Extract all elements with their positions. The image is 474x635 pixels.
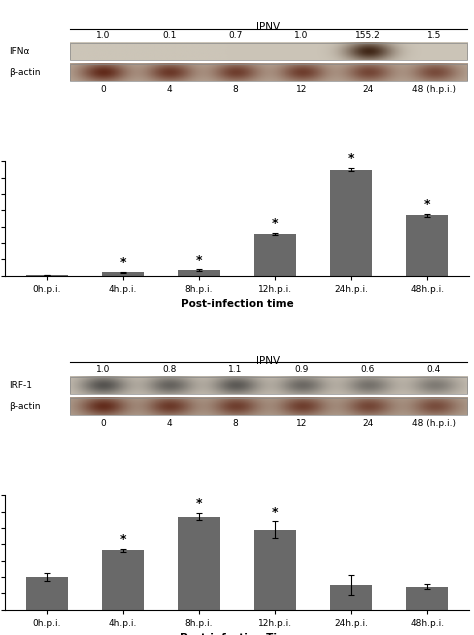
Text: 1.0: 1.0: [96, 365, 110, 374]
Text: IFNα: IFNα: [9, 47, 30, 56]
Bar: [178, 270, 220, 276]
X-axis label: Post-infection Time: Post-infection Time: [180, 633, 294, 635]
Text: 48 (h.p.i.): 48 (h.p.i.): [412, 418, 456, 427]
Text: *: *: [196, 253, 202, 267]
Text: 4: 4: [166, 418, 172, 427]
Text: 12: 12: [296, 418, 307, 427]
Bar: [70, 43, 467, 60]
Bar: [26, 577, 68, 610]
Text: 8: 8: [232, 85, 238, 94]
Text: 0.9: 0.9: [294, 365, 309, 374]
Text: 0.6: 0.6: [360, 365, 375, 374]
Bar: [406, 215, 448, 276]
Text: 12: 12: [296, 85, 307, 94]
Text: 0: 0: [100, 85, 106, 94]
Bar: [330, 170, 372, 276]
Text: 1.0: 1.0: [294, 32, 309, 41]
Text: 0.7: 0.7: [228, 32, 242, 41]
Text: 155.2: 155.2: [355, 32, 381, 41]
Text: *: *: [272, 505, 278, 519]
Text: IPNV: IPNV: [256, 356, 281, 366]
Text: 4: 4: [166, 85, 172, 94]
Bar: [254, 234, 296, 276]
Bar: [26, 275, 68, 276]
Bar: [70, 398, 467, 415]
Text: 24: 24: [362, 85, 373, 94]
Bar: [102, 272, 144, 276]
Text: 0.8: 0.8: [162, 365, 176, 374]
Text: *: *: [348, 152, 355, 165]
Text: 8: 8: [232, 418, 238, 427]
Bar: [70, 377, 467, 394]
Text: β-actin: β-actin: [9, 68, 41, 77]
Text: *: *: [119, 533, 126, 545]
Text: 1.5: 1.5: [427, 32, 441, 41]
Bar: [254, 530, 296, 610]
Text: 1.0: 1.0: [96, 32, 110, 41]
Text: 0.1: 0.1: [162, 32, 176, 41]
Bar: [70, 64, 467, 81]
Text: 0: 0: [100, 418, 106, 427]
Text: IPNV: IPNV: [256, 22, 281, 32]
Text: β-actin: β-actin: [9, 402, 41, 411]
X-axis label: Post-infection time: Post-infection time: [181, 299, 293, 309]
Text: *: *: [272, 217, 278, 230]
Text: *: *: [119, 256, 126, 269]
Text: 24: 24: [362, 418, 373, 427]
Bar: [102, 550, 144, 610]
Text: IRF-1: IRF-1: [9, 381, 32, 390]
Text: 48 (h.p.i.): 48 (h.p.i.): [412, 85, 456, 94]
Bar: [178, 516, 220, 610]
Text: *: *: [196, 497, 202, 511]
Bar: [406, 587, 448, 610]
Text: *: *: [424, 198, 430, 211]
Text: 1.1: 1.1: [228, 365, 242, 374]
Bar: [330, 585, 372, 610]
Text: 0.4: 0.4: [427, 365, 441, 374]
